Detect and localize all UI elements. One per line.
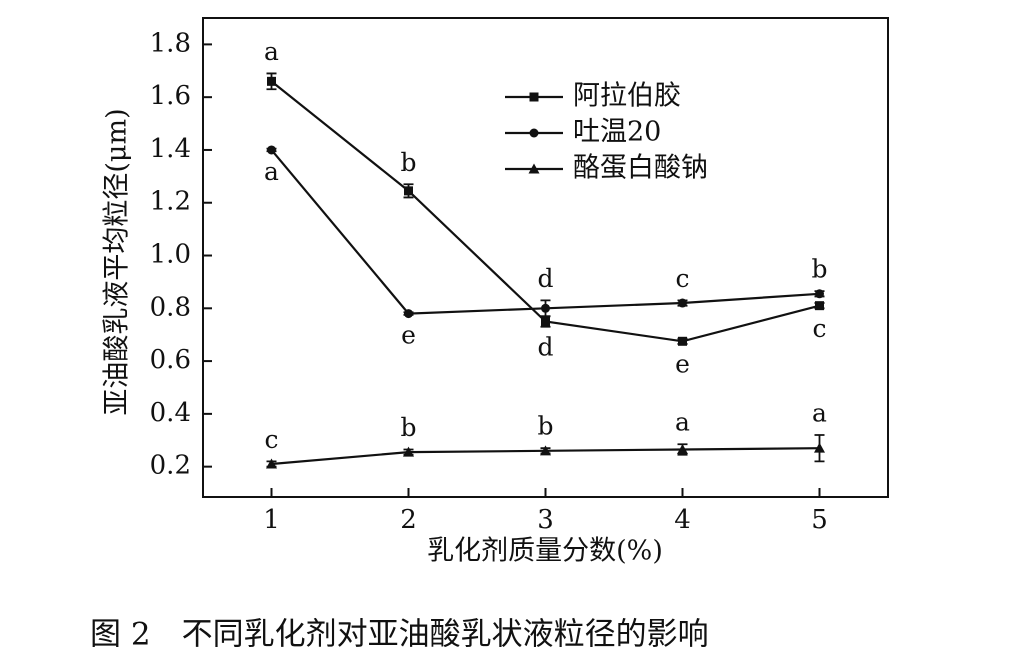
data-point [267, 145, 276, 155]
data-point [541, 316, 550, 326]
legend-label: 阿拉伯胶 [573, 81, 681, 112]
legend-label: 吐温20 [573, 117, 661, 148]
data-point [541, 303, 550, 313]
significance-letter: e [675, 349, 690, 378]
x-tick-label: 2 [400, 505, 417, 535]
significance-letter: d [537, 264, 553, 293]
significance-letter: a [264, 37, 279, 66]
significance-letter: a [812, 398, 827, 427]
data-point [815, 289, 824, 299]
y-tick-label: 1.2 [150, 187, 191, 217]
legend-marker [529, 128, 539, 138]
legend-marker [528, 163, 540, 174]
y-tick-label: 0.4 [150, 398, 191, 428]
x-tick-label: 4 [674, 505, 691, 535]
legend-label: 酪蛋白酸钠 [573, 153, 708, 184]
y-tick-label: 1.4 [150, 134, 191, 164]
data-point [403, 446, 414, 457]
significance-letter: e [401, 320, 416, 349]
x-tick-label: 1 [263, 505, 280, 535]
significance-letter: a [264, 157, 279, 186]
data-point [677, 443, 688, 454]
significance-letter: d [537, 332, 553, 361]
significance-letter: b [811, 255, 827, 284]
data-point [404, 309, 413, 319]
data-point [404, 186, 413, 196]
y-tick-label: 1.6 [150, 81, 191, 111]
significance-letter: b [400, 148, 416, 177]
y-axis-label: 亚油酸乳液平均粒径(μm) [102, 108, 133, 415]
significance-letter: c [675, 264, 689, 293]
data-point [266, 458, 277, 469]
significance-letter: c [812, 314, 826, 343]
x-axis-label: 乳化剂质量分数(%) [427, 536, 663, 567]
data-point [267, 76, 276, 86]
data-point [540, 445, 551, 456]
caption: 图 2 不同乳化剂对亚油酸乳状液粒径的影响 [90, 617, 709, 653]
significance-letter: b [400, 413, 416, 442]
data-point [814, 442, 825, 453]
significance-letter: a [675, 408, 690, 437]
significance-letter: c [264, 425, 278, 454]
y-tick-label: 0.2 [150, 451, 191, 481]
data-point [678, 336, 687, 346]
y-tick-label: 1.8 [150, 28, 191, 58]
y-tick-label: 0.6 [150, 345, 191, 375]
y-tick-label: 0.8 [150, 292, 191, 322]
x-tick-label: 5 [811, 505, 828, 535]
significance-letter: b [537, 412, 553, 441]
legend-marker [529, 92, 539, 102]
y-tick-label: 1.0 [150, 240, 191, 270]
data-point [678, 298, 687, 308]
data-point [815, 301, 824, 311]
x-tick-label: 3 [537, 505, 554, 535]
